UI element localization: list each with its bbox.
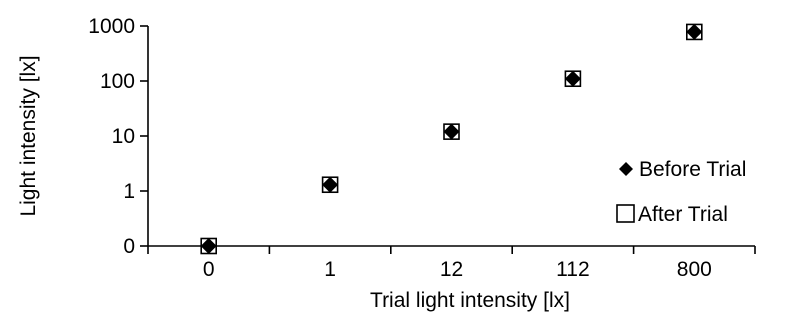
y-tick-label-10: 10	[112, 125, 135, 148]
y-tick-label-1000: 1000	[88, 15, 135, 38]
legend-label-after-trial: After Trial	[638, 203, 728, 226]
x-tick-label-0: 0	[203, 258, 215, 281]
x-tick-label-112: 112	[556, 258, 589, 281]
legend-marker-before-trial	[619, 162, 633, 176]
x-tick-label-12: 12	[440, 258, 463, 281]
y-tick-label-0: 0	[123, 235, 135, 258]
legend-item-before-trial: Before Trial	[619, 158, 746, 181]
x-axis-title: Trial light intensity [lx]	[370, 289, 570, 312]
before-trial-point	[564, 70, 581, 87]
y-tick-label-100: 100	[100, 70, 135, 93]
x-tick-label-800: 800	[677, 258, 712, 281]
ticks	[140, 25, 756, 254]
legend-marker-after-trial	[616, 204, 635, 223]
before-trial-point	[443, 123, 460, 140]
y-tick-label-1: 1	[123, 180, 135, 203]
legend: Before Trial After Trial	[616, 158, 746, 226]
x-tick-label-1: 1	[324, 258, 336, 281]
legend-label-before-trial: Before Trial	[639, 158, 746, 181]
y-axis-title: Light intensity [lx]	[17, 55, 40, 216]
before-trial-point	[686, 23, 703, 40]
before-trial-point	[322, 176, 339, 193]
legend-item-after-trial: After Trial	[616, 203, 728, 226]
before-trial-point	[200, 238, 217, 254]
data-markers	[200, 23, 703, 255]
